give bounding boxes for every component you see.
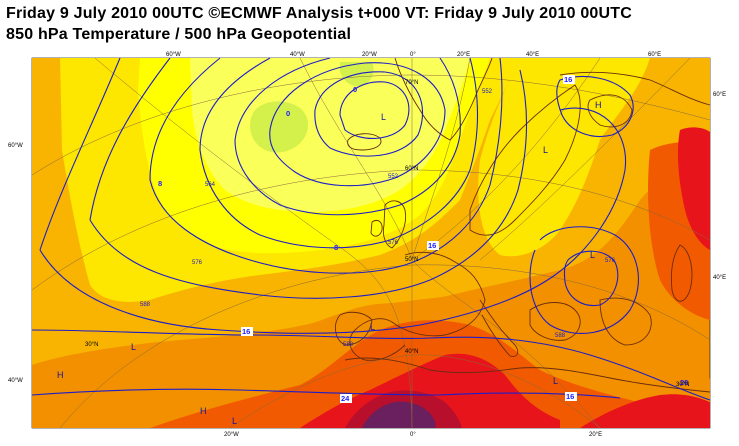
top-label-20w: 20°W bbox=[362, 52, 377, 58]
top-label-60e: 60°E bbox=[648, 52, 661, 58]
right-label-40e: 40°E bbox=[713, 275, 726, 281]
geopot-label-576-b: 576 bbox=[605, 258, 616, 264]
geopotential-labels: 552 564 576 588 588 576 588 552 576 bbox=[140, 89, 616, 348]
bottom-label-20w: 20°W bbox=[224, 432, 239, 438]
low-center-iceland: L bbox=[381, 112, 386, 122]
graticule bbox=[31, 57, 711, 429]
map-title: Friday 9 July 2010 00UTC ©ECMWF Analysis… bbox=[6, 5, 632, 22]
geopot-label-588-c: 588 bbox=[555, 333, 566, 339]
geopot-label-576-c: 576 bbox=[388, 240, 399, 246]
temp-below-0-a bbox=[250, 101, 309, 153]
temp-band-8-12-east bbox=[478, 58, 650, 257]
pressure-centers: L L H L L L L H H L bbox=[57, 100, 602, 426]
isotherm-label-16-b: 16 bbox=[428, 241, 436, 250]
lat-label-70n: 70°N bbox=[405, 80, 418, 86]
geopot-label-552-b: 552 bbox=[482, 89, 493, 95]
isotherm-label-20: 20 bbox=[680, 378, 688, 387]
low-center-africa: L bbox=[553, 376, 558, 386]
edge-labels: 60°W 40°W 20°W 0° 20°E 40°E 60°E 20°W 0°… bbox=[8, 52, 726, 438]
isotherm-label-16-c: 16 bbox=[242, 327, 250, 336]
temp-band-above-32 bbox=[362, 401, 436, 428]
bottom-label-20e: 20°E bbox=[589, 432, 602, 438]
low-center-scandinavia: L bbox=[543, 145, 548, 155]
bottom-label-0: 0° bbox=[410, 432, 416, 438]
temp-band-24-28-east bbox=[580, 394, 710, 428]
geopot-label-576-a: 576 bbox=[192, 260, 203, 266]
isotherm-label-16-a: 16 bbox=[564, 75, 572, 84]
left-label-60w: 60°W bbox=[8, 143, 23, 149]
top-label-0: 0° bbox=[410, 52, 416, 58]
temp-band-0-4 bbox=[190, 58, 470, 212]
isotherm-labels: 0 0 8 8 16 16 16 16 24 20 bbox=[158, 75, 688, 403]
isotherm-label-24: 24 bbox=[341, 394, 350, 403]
isotherm-label-0-a: 0 bbox=[286, 109, 290, 118]
low-center-south: L bbox=[232, 416, 237, 426]
right-label-60e: 60°E bbox=[713, 92, 726, 98]
lat-label-50n: 50°N bbox=[405, 257, 418, 263]
high-center-west: H bbox=[57, 370, 64, 380]
low-center-baltic: L bbox=[590, 250, 595, 260]
lat-label-30n-east: 30°N bbox=[676, 382, 689, 388]
latitude-labels: 70°N 60°N 50°N 40°N 30°N 30°N bbox=[85, 80, 689, 388]
left-label-40w: 40°W bbox=[8, 378, 23, 384]
high-center-southwest: H bbox=[200, 406, 207, 416]
lat-label-30n-west: 30°N bbox=[85, 342, 98, 348]
geopotential-contours bbox=[31, 57, 711, 401]
top-label-40e: 40°E bbox=[526, 52, 539, 58]
isotherm-label-8-a: 8 bbox=[158, 179, 162, 188]
isotherm-label-8-b: 8 bbox=[334, 243, 338, 252]
geopot-label-564: 564 bbox=[205, 182, 216, 188]
high-center-arctic: H bbox=[595, 100, 602, 110]
low-center-iberia: L bbox=[370, 322, 375, 332]
top-label-20e: 20°E bbox=[457, 52, 470, 58]
temp-band-24-28-ne bbox=[677, 127, 710, 250]
geopot-label-588-a: 588 bbox=[140, 302, 151, 308]
coastlines bbox=[334, 57, 711, 393]
low-center-atlantic: L bbox=[131, 342, 136, 352]
lat-label-40n: 40°N bbox=[405, 349, 418, 355]
geopot-label-552-a: 552 bbox=[388, 174, 399, 180]
isotherm-label-0-b: 0 bbox=[353, 85, 357, 94]
isotherm-label-16-d: 16 bbox=[566, 392, 574, 401]
top-label-40w: 40°W bbox=[290, 52, 305, 58]
top-label-60w: 60°W bbox=[166, 52, 181, 58]
lat-label-60n: 60°N bbox=[405, 166, 418, 172]
geopot-label-588-b: 588 bbox=[343, 342, 354, 348]
map-subtitle: 850 hPa Temperature / 500 hPa Geopotenti… bbox=[6, 26, 352, 43]
